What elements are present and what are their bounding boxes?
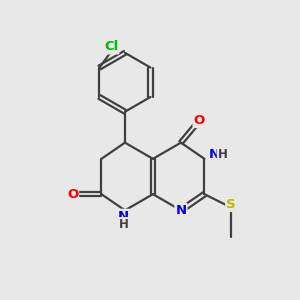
Text: N: N [176, 204, 187, 217]
Text: N: N [118, 210, 129, 223]
Text: H: H [218, 148, 228, 161]
Text: Cl: Cl [104, 40, 118, 53]
Text: H: H [118, 218, 128, 231]
Text: N: N [208, 148, 220, 161]
Text: O: O [67, 188, 78, 201]
Text: S: S [226, 198, 236, 211]
Text: O: O [194, 114, 205, 127]
